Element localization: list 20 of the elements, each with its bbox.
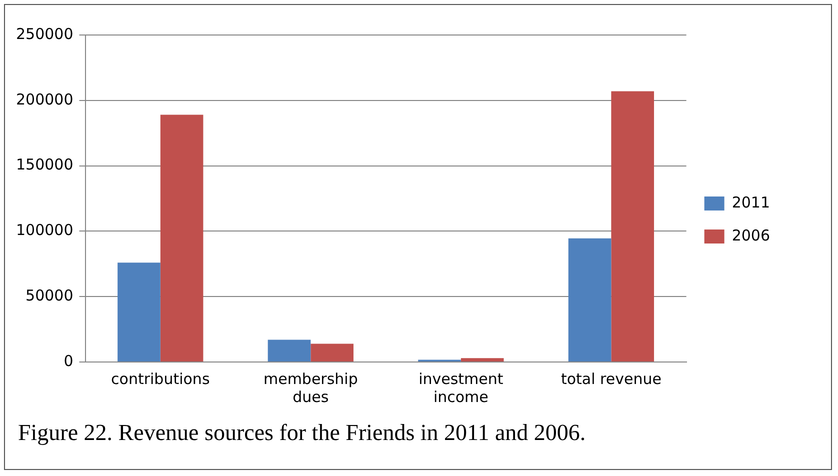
legend-label: 2011 — [732, 193, 770, 212]
x-tick-label: membership dues — [263, 370, 358, 406]
x-tick-label: investment income — [418, 370, 504, 406]
bar — [310, 344, 354, 362]
bar — [160, 114, 204, 362]
y-tick-label: 50000 — [26, 286, 74, 304]
y-tick-label: 150000 — [16, 156, 74, 174]
bar — [268, 340, 311, 362]
bar — [568, 238, 612, 362]
bar — [611, 91, 654, 362]
y-tick-label: 100000 — [16, 221, 74, 240]
y-tick-label: 0 — [64, 352, 74, 370]
x-tick-label: total revenue — [560, 370, 662, 388]
y-tick-label: 200000 — [16, 90, 74, 108]
caption: Figure 22. Revenue sources for the Friends in 2011 and 2006. — [18, 420, 586, 446]
bar — [118, 262, 160, 362]
bar — [460, 358, 504, 362]
legend-label: 2006 — [732, 226, 770, 244]
y-tick-label: 250000 — [16, 24, 74, 43]
x-tick-label: contributions — [111, 370, 210, 388]
